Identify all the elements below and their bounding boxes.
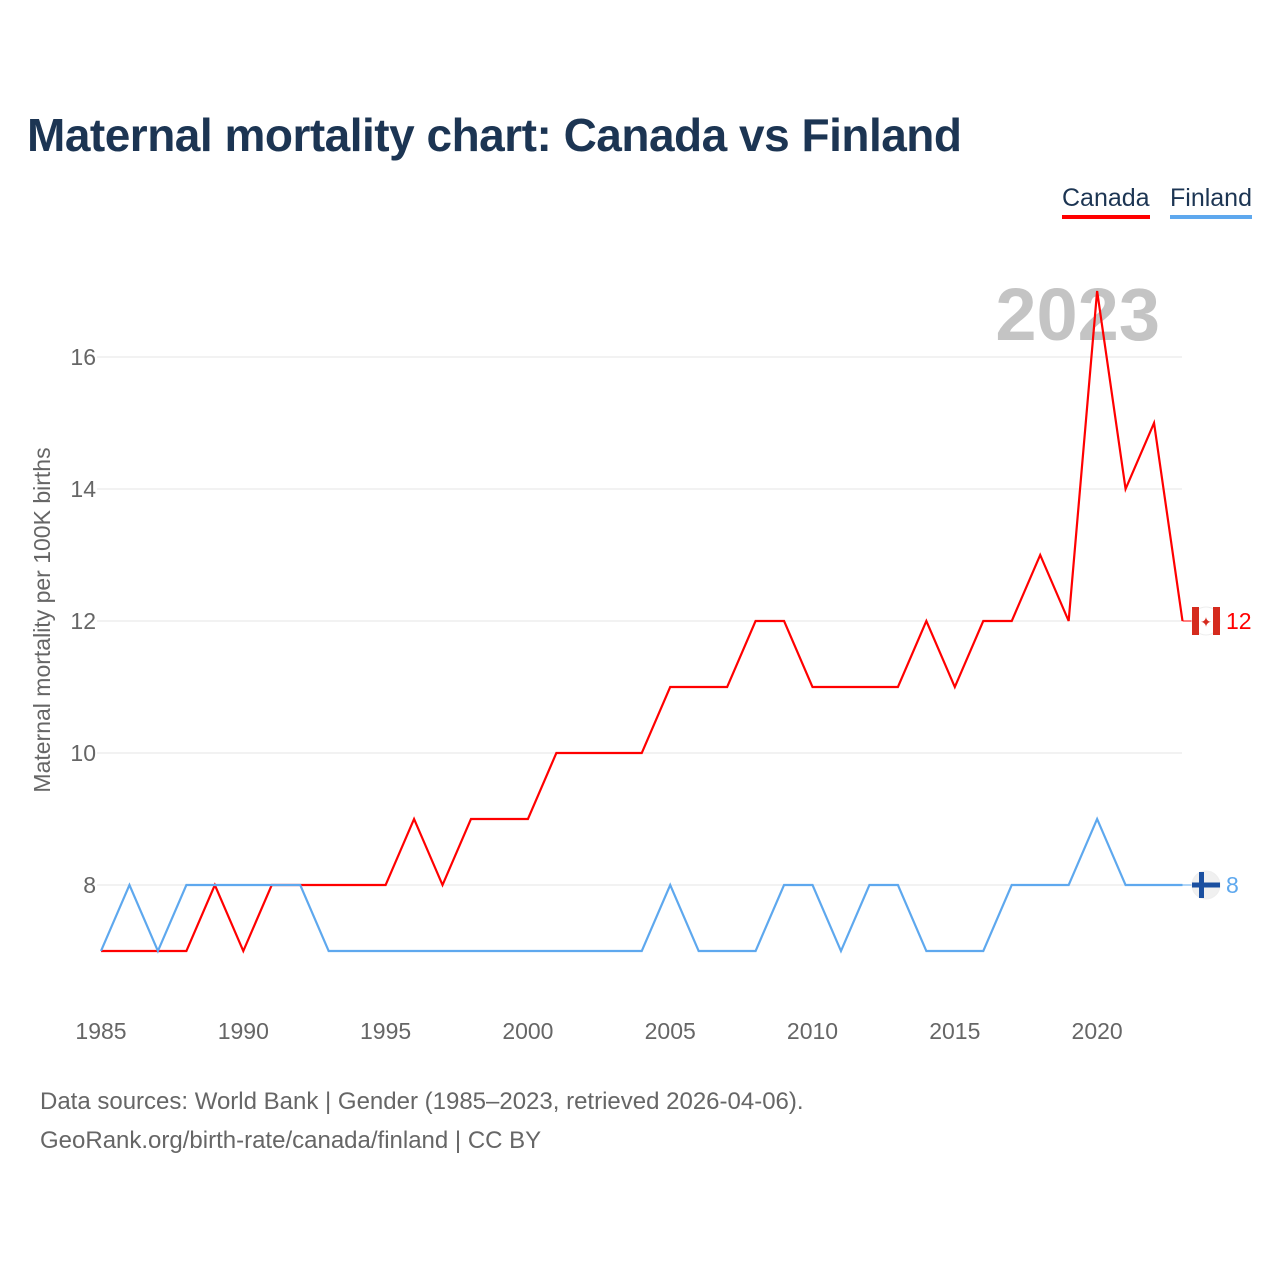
end-value-label: 12: [1226, 608, 1252, 634]
y-tick-label: 16: [70, 344, 96, 370]
x-tick-label: 2015: [929, 1018, 980, 1044]
y-axis-label: Maternal mortality per 100K births: [29, 447, 55, 792]
source-note: Data sources: World Bank | Gender (1985–…: [40, 1088, 804, 1115]
series-line-finland: [99, 816, 1183, 954]
x-tick-label: 1995: [360, 1018, 411, 1044]
y-tick-label: 12: [70, 608, 96, 634]
maple-leaf-icon: ✦: [1200, 614, 1212, 630]
y-tick-label: 14: [70, 476, 96, 502]
x-tick-label: 2000: [502, 1018, 553, 1044]
flag-cross: [1192, 882, 1220, 888]
flag-cross: [1199, 872, 1204, 898]
legend-canada[interactable]: Canada: [1062, 184, 1150, 219]
end-value-label: 8: [1226, 872, 1239, 898]
source-link[interactable]: GeoRank.org/birth-rate/canada/finland | …: [40, 1127, 542, 1154]
y-tick-label: 8: [83, 872, 96, 898]
year-watermark: 2023: [995, 273, 1160, 356]
y-tick-label: 10: [70, 740, 96, 766]
x-tick-label: 2020: [1072, 1018, 1123, 1044]
flag-band: [1213, 607, 1220, 635]
legend-finland[interactable]: Finland: [1170, 184, 1252, 219]
x-tick-label: 2005: [645, 1018, 696, 1044]
flag-band: [1192, 607, 1199, 635]
x-tick-label: 1985: [75, 1018, 126, 1044]
x-tick-label: 1990: [218, 1018, 269, 1044]
chart-title: Maternal mortality chart: Canada vs Finl…: [27, 109, 962, 161]
x-tick-label: 2010: [787, 1018, 838, 1044]
